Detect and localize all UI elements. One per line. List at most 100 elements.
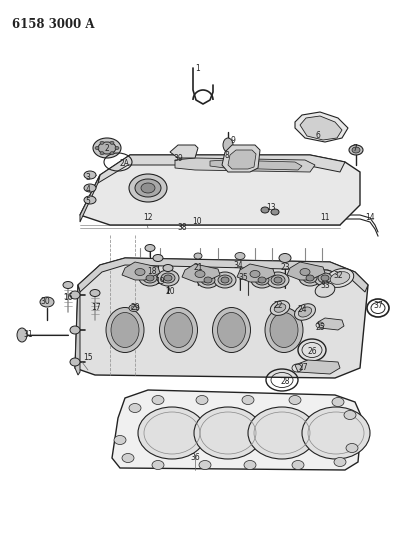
Text: 38: 38 xyxy=(177,223,187,232)
Text: 2: 2 xyxy=(104,143,109,152)
Text: 16: 16 xyxy=(63,294,73,303)
Ellipse shape xyxy=(241,395,254,405)
Polygon shape xyxy=(175,158,314,172)
Text: 3: 3 xyxy=(85,174,90,182)
Ellipse shape xyxy=(70,291,80,299)
Text: 22: 22 xyxy=(272,301,282,310)
Ellipse shape xyxy=(111,312,139,348)
Ellipse shape xyxy=(213,272,236,288)
Text: 19: 19 xyxy=(155,278,164,287)
Ellipse shape xyxy=(278,254,290,262)
Ellipse shape xyxy=(159,308,197,352)
Ellipse shape xyxy=(301,407,369,459)
Ellipse shape xyxy=(198,461,211,470)
Text: 6158 3000 A: 6158 3000 A xyxy=(12,18,94,31)
Ellipse shape xyxy=(351,147,359,153)
Ellipse shape xyxy=(135,179,161,197)
Text: 6: 6 xyxy=(315,131,320,140)
Ellipse shape xyxy=(115,147,119,149)
Ellipse shape xyxy=(122,454,134,463)
Ellipse shape xyxy=(333,457,345,466)
Ellipse shape xyxy=(243,461,255,470)
Ellipse shape xyxy=(326,269,353,287)
Text: 13: 13 xyxy=(265,204,275,213)
Ellipse shape xyxy=(146,275,154,281)
Ellipse shape xyxy=(305,275,313,281)
Ellipse shape xyxy=(100,141,104,144)
Text: 2A: 2A xyxy=(120,158,130,167)
Ellipse shape xyxy=(70,358,80,366)
Ellipse shape xyxy=(138,407,205,459)
Polygon shape xyxy=(170,145,198,158)
Ellipse shape xyxy=(298,270,320,286)
Ellipse shape xyxy=(298,307,311,317)
Ellipse shape xyxy=(40,297,54,307)
Polygon shape xyxy=(182,264,220,282)
Polygon shape xyxy=(112,390,361,470)
Ellipse shape xyxy=(152,395,164,405)
Ellipse shape xyxy=(129,174,166,202)
Ellipse shape xyxy=(152,461,164,470)
Ellipse shape xyxy=(63,281,73,288)
Ellipse shape xyxy=(143,273,157,283)
Text: 37: 37 xyxy=(372,301,382,310)
Text: 26: 26 xyxy=(306,348,316,357)
Ellipse shape xyxy=(157,270,179,286)
Ellipse shape xyxy=(220,277,229,283)
Ellipse shape xyxy=(84,171,96,179)
Ellipse shape xyxy=(135,269,145,276)
Text: 28: 28 xyxy=(280,377,289,386)
Ellipse shape xyxy=(95,147,99,149)
Ellipse shape xyxy=(270,209,278,215)
Ellipse shape xyxy=(193,407,261,459)
Text: 32: 32 xyxy=(333,271,342,279)
Ellipse shape xyxy=(106,308,144,352)
Polygon shape xyxy=(209,160,301,170)
Text: 1: 1 xyxy=(195,63,200,72)
Polygon shape xyxy=(98,155,344,183)
Text: 5: 5 xyxy=(85,198,90,206)
Ellipse shape xyxy=(331,398,343,407)
Text: 30: 30 xyxy=(40,297,50,306)
Ellipse shape xyxy=(153,254,163,262)
Ellipse shape xyxy=(302,273,316,283)
Text: 27: 27 xyxy=(297,364,307,373)
Ellipse shape xyxy=(114,435,126,445)
Polygon shape xyxy=(294,112,347,142)
Text: 34: 34 xyxy=(233,261,242,270)
Text: 9: 9 xyxy=(230,135,235,144)
Ellipse shape xyxy=(218,275,231,285)
Ellipse shape xyxy=(139,270,161,286)
Text: 39: 39 xyxy=(173,154,182,163)
Text: 33: 33 xyxy=(319,280,329,289)
Ellipse shape xyxy=(257,277,265,283)
Ellipse shape xyxy=(266,272,288,288)
Polygon shape xyxy=(80,155,359,225)
Text: 17: 17 xyxy=(91,303,101,312)
Ellipse shape xyxy=(204,277,211,283)
Ellipse shape xyxy=(193,253,202,259)
Ellipse shape xyxy=(70,326,80,334)
Polygon shape xyxy=(78,258,367,292)
Ellipse shape xyxy=(274,304,285,312)
Ellipse shape xyxy=(84,184,96,192)
Ellipse shape xyxy=(291,461,303,470)
Ellipse shape xyxy=(161,273,175,283)
Text: 36: 36 xyxy=(190,454,200,463)
Ellipse shape xyxy=(100,152,104,155)
Ellipse shape xyxy=(299,269,309,276)
Ellipse shape xyxy=(17,328,27,342)
Ellipse shape xyxy=(270,301,289,316)
Ellipse shape xyxy=(250,272,272,288)
Ellipse shape xyxy=(270,275,284,285)
Ellipse shape xyxy=(315,283,334,297)
Ellipse shape xyxy=(261,207,268,213)
Ellipse shape xyxy=(348,145,362,155)
Ellipse shape xyxy=(195,271,204,278)
Ellipse shape xyxy=(145,245,155,252)
Ellipse shape xyxy=(110,152,114,155)
Text: 10: 10 xyxy=(192,217,201,227)
Ellipse shape xyxy=(110,141,114,144)
Text: 24: 24 xyxy=(297,305,306,314)
Text: 11: 11 xyxy=(319,214,329,222)
